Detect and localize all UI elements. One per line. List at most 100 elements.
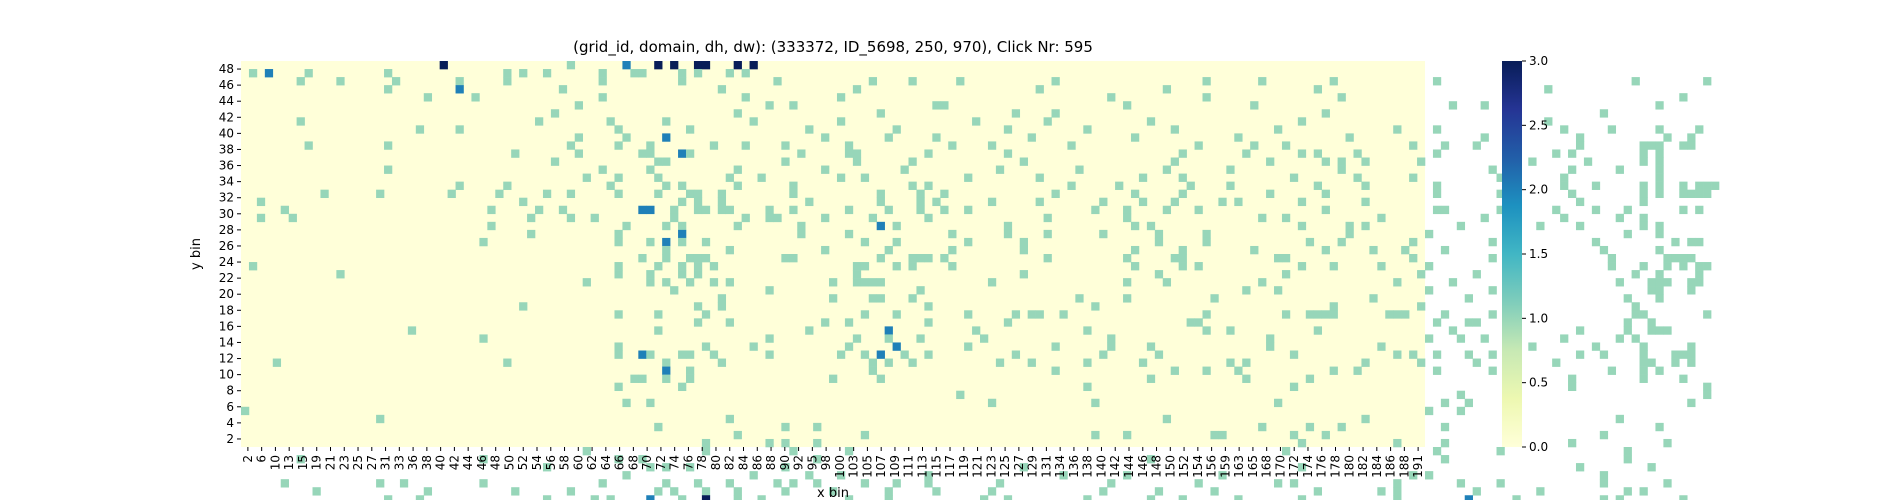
- heatmap-cell: [781, 487, 790, 496]
- heatmap-cell: [1425, 406, 1434, 416]
- heatmap-cell: [455, 125, 464, 134]
- heatmap-cell: [1409, 254, 1418, 263]
- heatmap-cell: [1607, 262, 1617, 271]
- heatmap-cell: [662, 374, 671, 383]
- heatmap-cell: [376, 479, 385, 488]
- heatmap-cell: [1194, 205, 1203, 215]
- heatmap-cell: [614, 189, 623, 199]
- heatmap-cell: [1162, 278, 1172, 287]
- x-tick-label: 186: [1384, 455, 1398, 478]
- heatmap-cell: [1687, 286, 1696, 295]
- heatmap-cell: [685, 350, 695, 359]
- heatmap-cell: [725, 69, 734, 78]
- x-tick-label: 68: [626, 455, 640, 470]
- x-tick-label: 82: [723, 455, 737, 470]
- heatmap-cell: [1170, 254, 1179, 263]
- heatmap-cell: [860, 262, 870, 271]
- heatmap-cell: [654, 157, 663, 166]
- heatmap-cell: [1130, 262, 1140, 271]
- heatmap-cell: [678, 270, 687, 279]
- heatmap-cell: [654, 422, 663, 432]
- y-axis-label: y bin: [189, 238, 204, 270]
- heatmap-cell: [646, 495, 655, 504]
- heatmap-cell: [1274, 125, 1283, 134]
- heatmap-cell: [900, 165, 909, 174]
- x-tick-label: 27: [365, 455, 379, 470]
- heatmap-cell: [1258, 213, 1267, 223]
- heatmap-cell: [1011, 109, 1021, 118]
- heatmap-cell: [1695, 278, 1704, 287]
- heatmap-cell: [1321, 430, 1330, 440]
- heatmap-cell: [479, 334, 488, 343]
- heatmap-cell: [1464, 350, 1473, 359]
- x-tick-label: 107: [874, 455, 888, 478]
- heatmap-cell: [1488, 366, 1497, 375]
- y-tick-label: 32: [219, 191, 234, 205]
- colorbar-tick-label: 1.5: [1529, 247, 1548, 261]
- heatmap-cell: [1425, 471, 1434, 480]
- heatmap-cell: [1409, 173, 1418, 182]
- heatmap-cell: [1250, 141, 1259, 150]
- heatmap-cell: [701, 254, 711, 263]
- heatmap-cell: [1663, 133, 1672, 142]
- heatmap-cell: [574, 149, 583, 158]
- heatmap-cell: [1464, 398, 1473, 408]
- heatmap-cell: [972, 326, 981, 335]
- heatmap-cell: [1432, 149, 1442, 158]
- heatmap-cell: [1194, 141, 1203, 150]
- heatmap-cell: [789, 447, 798, 456]
- heatmap-cell: [987, 141, 997, 150]
- heatmap-cell: [272, 358, 282, 367]
- heatmap-cell: [1067, 181, 1076, 190]
- heatmap-cell: [1440, 422, 1450, 432]
- heatmap-cell: [614, 455, 623, 464]
- heatmap-cell: [1575, 350, 1585, 359]
- heatmap-cell: [1560, 181, 1569, 190]
- heatmap-cell: [630, 374, 639, 383]
- x-tick-label: 115: [929, 455, 943, 478]
- heatmap-cell: [1337, 165, 1346, 174]
- heatmap-cell: [614, 262, 623, 271]
- x-tick-label: 84: [737, 455, 751, 470]
- heatmap-cell: [1623, 487, 1632, 496]
- heatmap-cell: [1703, 310, 1712, 319]
- heatmap-cell: [964, 205, 973, 215]
- heatmap-cell: [678, 237, 687, 247]
- heatmap-cell: [1591, 237, 1601, 247]
- heatmap-cell: [296, 455, 305, 464]
- heatmap-cell: [1623, 294, 1632, 303]
- heatmap-cell: [1655, 141, 1664, 150]
- heatmap-cell: [670, 286, 679, 295]
- heatmap-cell: [940, 101, 949, 110]
- heatmap-cell: [288, 213, 297, 223]
- heatmap-cell: [1146, 117, 1156, 126]
- heatmap-cell: [733, 430, 742, 440]
- heatmap-cell: [1536, 487, 1545, 496]
- x-tick-label: 159: [1218, 455, 1232, 478]
- heatmap-cell: [940, 205, 949, 215]
- heatmap-cell: [320, 189, 329, 199]
- heatmap-cell: [1305, 374, 1315, 383]
- heatmap-cell: [1123, 278, 1132, 287]
- x-tick-label: 78: [695, 455, 709, 470]
- heatmap-cell: [829, 374, 838, 383]
- heatmap-cell: [757, 495, 766, 504]
- heatmap-cell: [1599, 471, 1609, 480]
- heatmap-cell: [296, 117, 305, 126]
- heatmap-cell: [1297, 463, 1307, 472]
- heatmap-cell: [709, 278, 719, 287]
- heatmap-cell: [781, 422, 790, 432]
- heatmap-cell: [1496, 479, 1505, 488]
- heatmap-cell: [1575, 221, 1585, 231]
- heatmap-cell: [1138, 173, 1148, 182]
- heatmap-cell: [1321, 109, 1330, 118]
- heatmap-cell: [542, 69, 552, 78]
- heatmap-cell: [503, 358, 512, 367]
- heatmap-cell: [1687, 278, 1696, 287]
- heatmap-cell: [678, 149, 687, 158]
- heatmap-cell: [614, 310, 623, 319]
- x-tick-label: 64: [599, 455, 613, 470]
- heatmap-cell: [1281, 310, 1291, 319]
- heatmap-cell: [932, 197, 941, 207]
- heatmap-cell: [860, 173, 870, 182]
